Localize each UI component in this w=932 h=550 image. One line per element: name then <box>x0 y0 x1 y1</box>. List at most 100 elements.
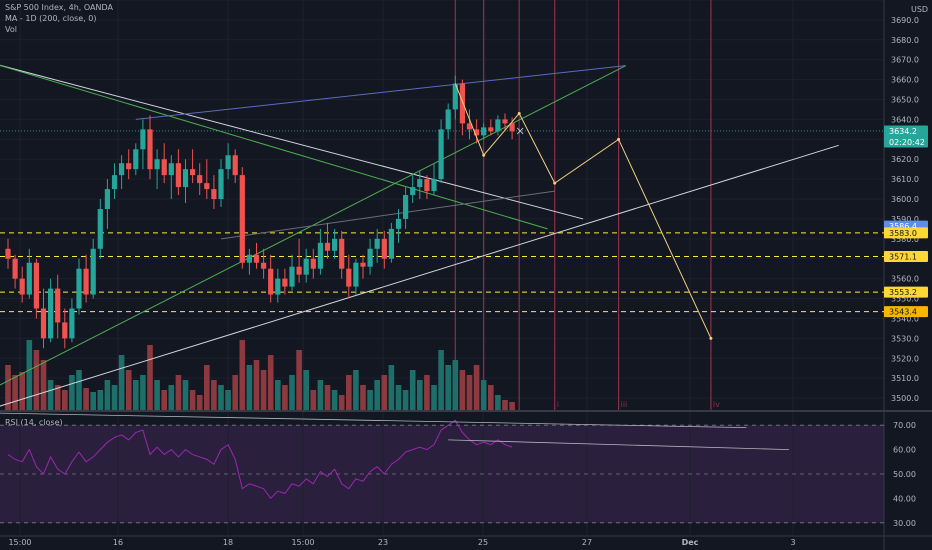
candle-body[interactable] <box>111 175 118 190</box>
candle-body[interactable] <box>232 155 238 176</box>
trendline[interactable] <box>0 144 839 408</box>
candle-body[interactable] <box>211 189 217 200</box>
trendline[interactable] <box>0 64 548 230</box>
rsi-indicator-label[interactable]: RSI (14, close) <box>5 418 63 427</box>
candle-body[interactable] <box>452 83 458 110</box>
candle-body[interactable] <box>509 123 515 132</box>
candle-body[interactable] <box>495 119 501 132</box>
candle-body[interactable] <box>374 238 380 249</box>
candle-body[interactable] <box>182 169 189 188</box>
candle-body[interactable] <box>459 83 465 124</box>
candle-body[interactable] <box>502 119 508 124</box>
candle-body[interactable] <box>310 258 316 269</box>
candle-body[interactable] <box>296 266 302 275</box>
candle-body[interactable] <box>381 238 387 259</box>
projection-path[interactable] <box>454 83 712 339</box>
price-tick-label: 3660.0 <box>891 76 919 85</box>
candle-body[interactable] <box>140 129 146 150</box>
candle-body[interactable] <box>353 262 359 287</box>
candle-body[interactable] <box>466 123 473 130</box>
trendline[interactable] <box>135 65 626 120</box>
trendline[interactable] <box>220 190 555 240</box>
candle-body[interactable] <box>246 254 252 263</box>
candle-body[interactable] <box>218 169 224 200</box>
candle-body[interactable] <box>90 248 96 295</box>
ma-indicator-label[interactable]: MA - 1D (200, close, 0) <box>5 14 97 23</box>
candle-body[interactable] <box>126 163 132 170</box>
candle-body[interactable] <box>253 254 260 263</box>
candle-body[interactable] <box>175 163 181 188</box>
candle-body[interactable] <box>168 163 174 176</box>
candle-body[interactable] <box>147 129 153 170</box>
candle-body[interactable] <box>33 262 39 309</box>
candle-body[interactable] <box>481 127 487 136</box>
trendline[interactable] <box>0 64 584 220</box>
candle-body[interactable] <box>83 268 89 295</box>
volume-bar <box>189 390 196 410</box>
candle-body[interactable] <box>55 288 61 323</box>
price-tag[interactable] <box>884 227 928 239</box>
candle-body[interactable] <box>474 129 480 136</box>
candle-body[interactable] <box>161 159 167 176</box>
candle-body[interactable] <box>303 258 309 275</box>
rsi-line[interactable] <box>7 419 513 500</box>
candle-body[interactable] <box>48 288 54 339</box>
price-tick-label: 3610.0 <box>891 175 919 184</box>
candle-body[interactable] <box>19 278 25 295</box>
rsi-trendline[interactable] <box>0 412 747 429</box>
candle-body[interactable] <box>197 175 203 184</box>
candle-body[interactable] <box>69 308 75 339</box>
candle-body[interactable] <box>225 155 231 170</box>
candle-body[interactable] <box>204 183 210 190</box>
candle-body[interactable] <box>431 179 437 192</box>
candle-body[interactable] <box>324 242 331 251</box>
candle-body[interactable] <box>289 266 295 287</box>
candle-body[interactable] <box>410 187 416 196</box>
candle-body[interactable] <box>239 175 245 263</box>
volume-bar <box>218 385 224 410</box>
candle-body[interactable] <box>5 248 11 259</box>
candle-body[interactable] <box>268 268 274 295</box>
candle-body[interactable] <box>62 322 68 339</box>
candle-body[interactable] <box>261 262 267 269</box>
candle-body[interactable] <box>417 179 423 188</box>
candle-body[interactable] <box>190 169 196 176</box>
time-tick-label: 16 <box>113 538 123 547</box>
candle-body[interactable] <box>367 248 373 267</box>
candle-body[interactable] <box>360 262 366 267</box>
trendline[interactable] <box>0 65 626 388</box>
candle-body[interactable] <box>339 238 345 269</box>
candle-body[interactable] <box>76 268 82 309</box>
volume-indicator-label[interactable]: Vol <box>5 25 17 34</box>
price-tag[interactable] <box>884 306 928 318</box>
candle-body[interactable] <box>424 179 430 192</box>
price-tag[interactable] <box>884 125 928 148</box>
candle-body[interactable] <box>97 208 103 249</box>
volume-bar <box>211 380 217 410</box>
candle-body[interactable] <box>346 268 352 287</box>
candle-body[interactable] <box>275 278 281 295</box>
candle-body[interactable] <box>40 308 47 339</box>
candle-body[interactable] <box>332 238 338 251</box>
candle-body[interactable] <box>317 242 323 269</box>
candle-body[interactable] <box>119 163 125 176</box>
candle-body[interactable] <box>395 218 402 229</box>
candle-body[interactable] <box>488 127 494 132</box>
candle-body[interactable] <box>12 258 18 279</box>
candle-body[interactable] <box>445 109 451 130</box>
symbol-title[interactable]: S&P 500 Index, 4h, OANDA <box>5 3 113 12</box>
candle-body[interactable] <box>438 129 444 180</box>
price-tag[interactable] <box>884 286 928 298</box>
candle-body[interactable] <box>154 159 160 170</box>
candle-body[interactable] <box>388 228 394 259</box>
candle-body[interactable] <box>26 262 32 295</box>
price-tag[interactable] <box>884 251 928 263</box>
candle-body[interactable] <box>403 195 409 219</box>
candle-body[interactable] <box>282 278 288 287</box>
candle-body[interactable] <box>104 189 110 209</box>
candle-body[interactable] <box>133 149 139 170</box>
volume-bar <box>431 385 437 410</box>
countdown-label: 02:20:42 <box>889 138 925 147</box>
rsi-trendline[interactable] <box>448 439 790 450</box>
